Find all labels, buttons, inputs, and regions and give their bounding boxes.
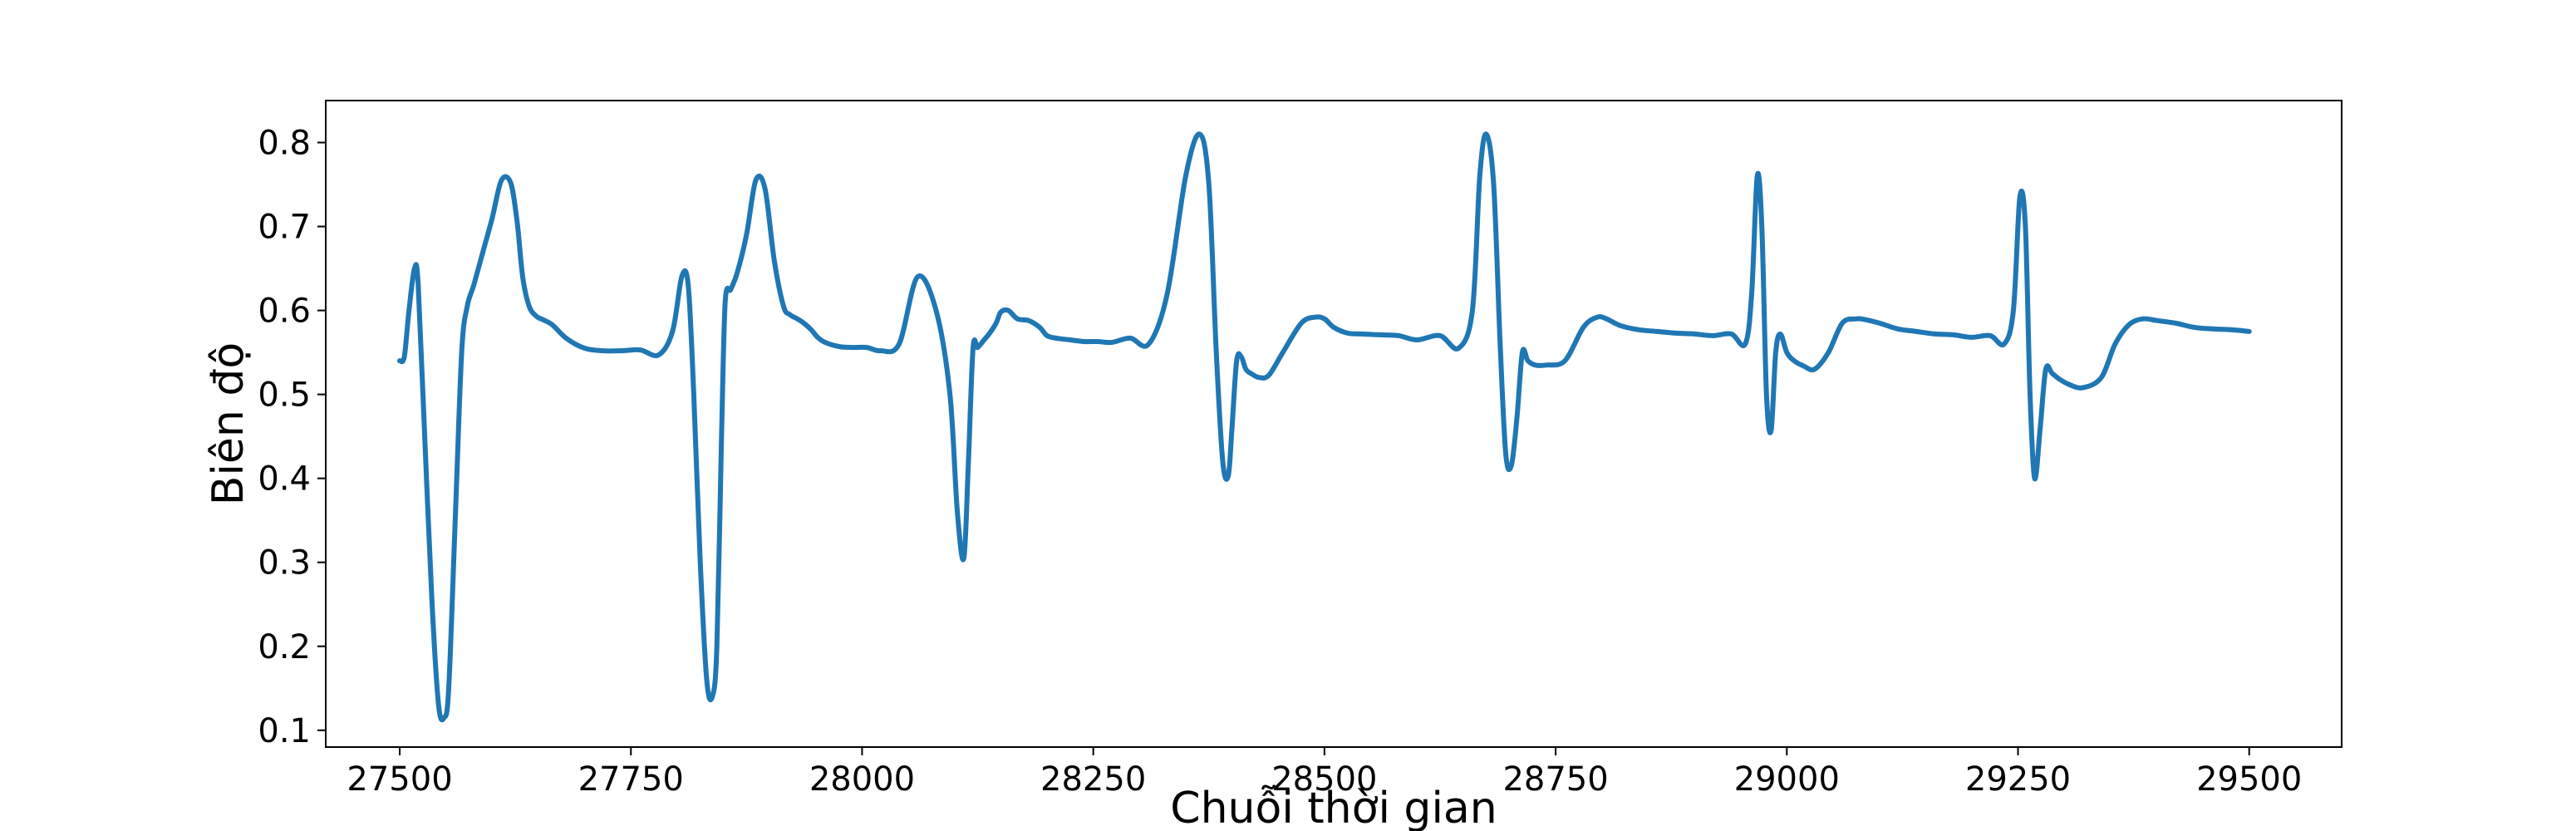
y-tick-label: 0.3 <box>258 544 311 583</box>
y-tick-label: 0.5 <box>258 376 311 415</box>
y-tick-label: 0.1 <box>258 712 311 750</box>
x-tick-label: 27750 <box>578 760 684 799</box>
y-tick-label: 0.4 <box>258 460 311 499</box>
x-axis-ticks: 27500 27750 28000 28250 28500 28750 29000 29250… <box>347 747 2302 799</box>
y-tick-label: 0.7 <box>258 209 311 247</box>
series-line <box>397 131 2252 723</box>
y-tick-label: 0.2 <box>258 628 311 666</box>
x-tick-label: 27500 <box>347 760 452 799</box>
x-tick-label: 28000 <box>809 760 915 799</box>
y-tick-label: 0.6 <box>258 293 311 331</box>
plot-area <box>325 100 2342 748</box>
x-tick-label: 28750 <box>1502 760 1608 799</box>
x-tick-label: 29500 <box>2196 760 2302 799</box>
x-tick-label: 29000 <box>1734 760 1840 799</box>
x-tick-label: 29250 <box>1965 760 2071 799</box>
x-tick-label: 28500 <box>1271 760 1377 799</box>
y-tick-label: 0.8 <box>258 125 311 163</box>
x-axis-title: Chuỗi thời gian <box>1170 784 1497 831</box>
y-axis-title: Biên độ <box>204 342 253 505</box>
x-tick-label: 28250 <box>1040 760 1146 799</box>
y-axis-ticks: 0.1 0.2 0.3 0.4 0.5 0.6 0.7 0.8 <box>258 125 326 750</box>
